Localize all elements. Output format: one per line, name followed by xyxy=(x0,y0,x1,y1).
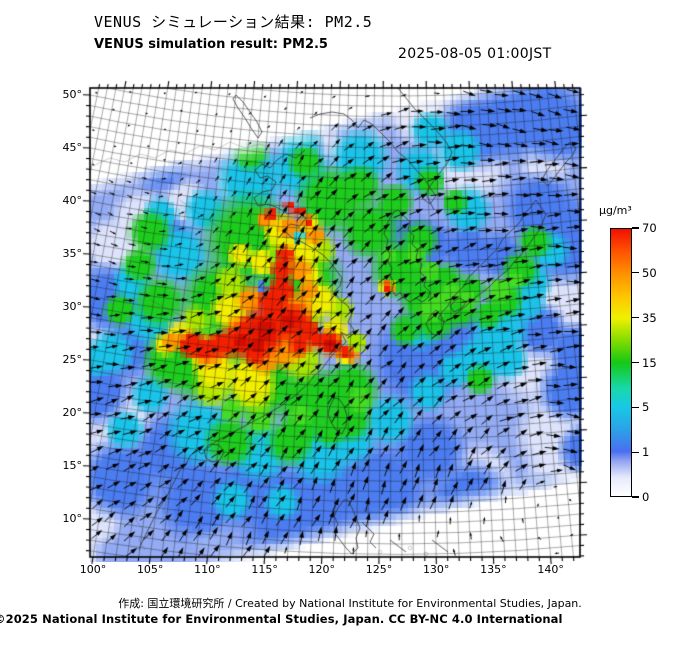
lat-axis-label: 10° xyxy=(62,512,83,525)
lon-axis-label: 140° xyxy=(537,563,564,576)
lat-axis-label: 35° xyxy=(62,247,83,260)
colorbar-tick-label: 50 xyxy=(642,265,657,280)
lon-axis-label: 125° xyxy=(365,563,393,576)
lon-axis-label: 120° xyxy=(308,563,336,576)
copyright-line: ©2025 National Institute for Environment… xyxy=(0,612,563,626)
lon-axis-label: 135° xyxy=(480,563,507,576)
colorbar-tick-label: 1 xyxy=(642,445,650,460)
colorbar-tick xyxy=(632,227,639,229)
lat-axis-label: 15° xyxy=(62,459,83,472)
colorbar-unit-label: µg/m³ xyxy=(599,204,632,217)
colorbar-tick xyxy=(632,272,639,274)
lat-axis-label: 25° xyxy=(62,353,83,366)
colorbar-tick-label: 5 xyxy=(642,400,650,415)
colorbar-tick xyxy=(632,451,639,453)
lon-axis-label: 130° xyxy=(422,563,450,576)
colorbar-tick-label: 15 xyxy=(642,355,657,370)
colorbar-tick-label: 70 xyxy=(642,221,657,235)
colorbar-tick xyxy=(632,361,639,364)
lat-axis-label: 50° xyxy=(62,88,83,101)
lat-axis-label: 20° xyxy=(62,406,83,419)
colorbar-tick xyxy=(632,496,639,498)
lon-axis-label: 100° xyxy=(79,563,107,576)
colorbar-tick xyxy=(632,317,639,319)
lat-axis-label: 30° xyxy=(62,300,83,313)
colorbar-gradient xyxy=(610,228,632,497)
lat-axis-label: 45° xyxy=(62,141,83,154)
colorbar-tick-label: 35 xyxy=(642,310,657,325)
credit-line: 作成: 国立環境研究所 / Created by National Instit… xyxy=(118,597,582,610)
lat-axis-label: 40° xyxy=(62,194,83,207)
lon-axis-label: 115° xyxy=(251,563,278,576)
lon-axis-label: 105° xyxy=(136,563,164,576)
colorbar-tick-label: 0 xyxy=(642,490,650,504)
lon-axis-label: 110° xyxy=(194,563,221,576)
colorbar-tick xyxy=(632,406,639,408)
